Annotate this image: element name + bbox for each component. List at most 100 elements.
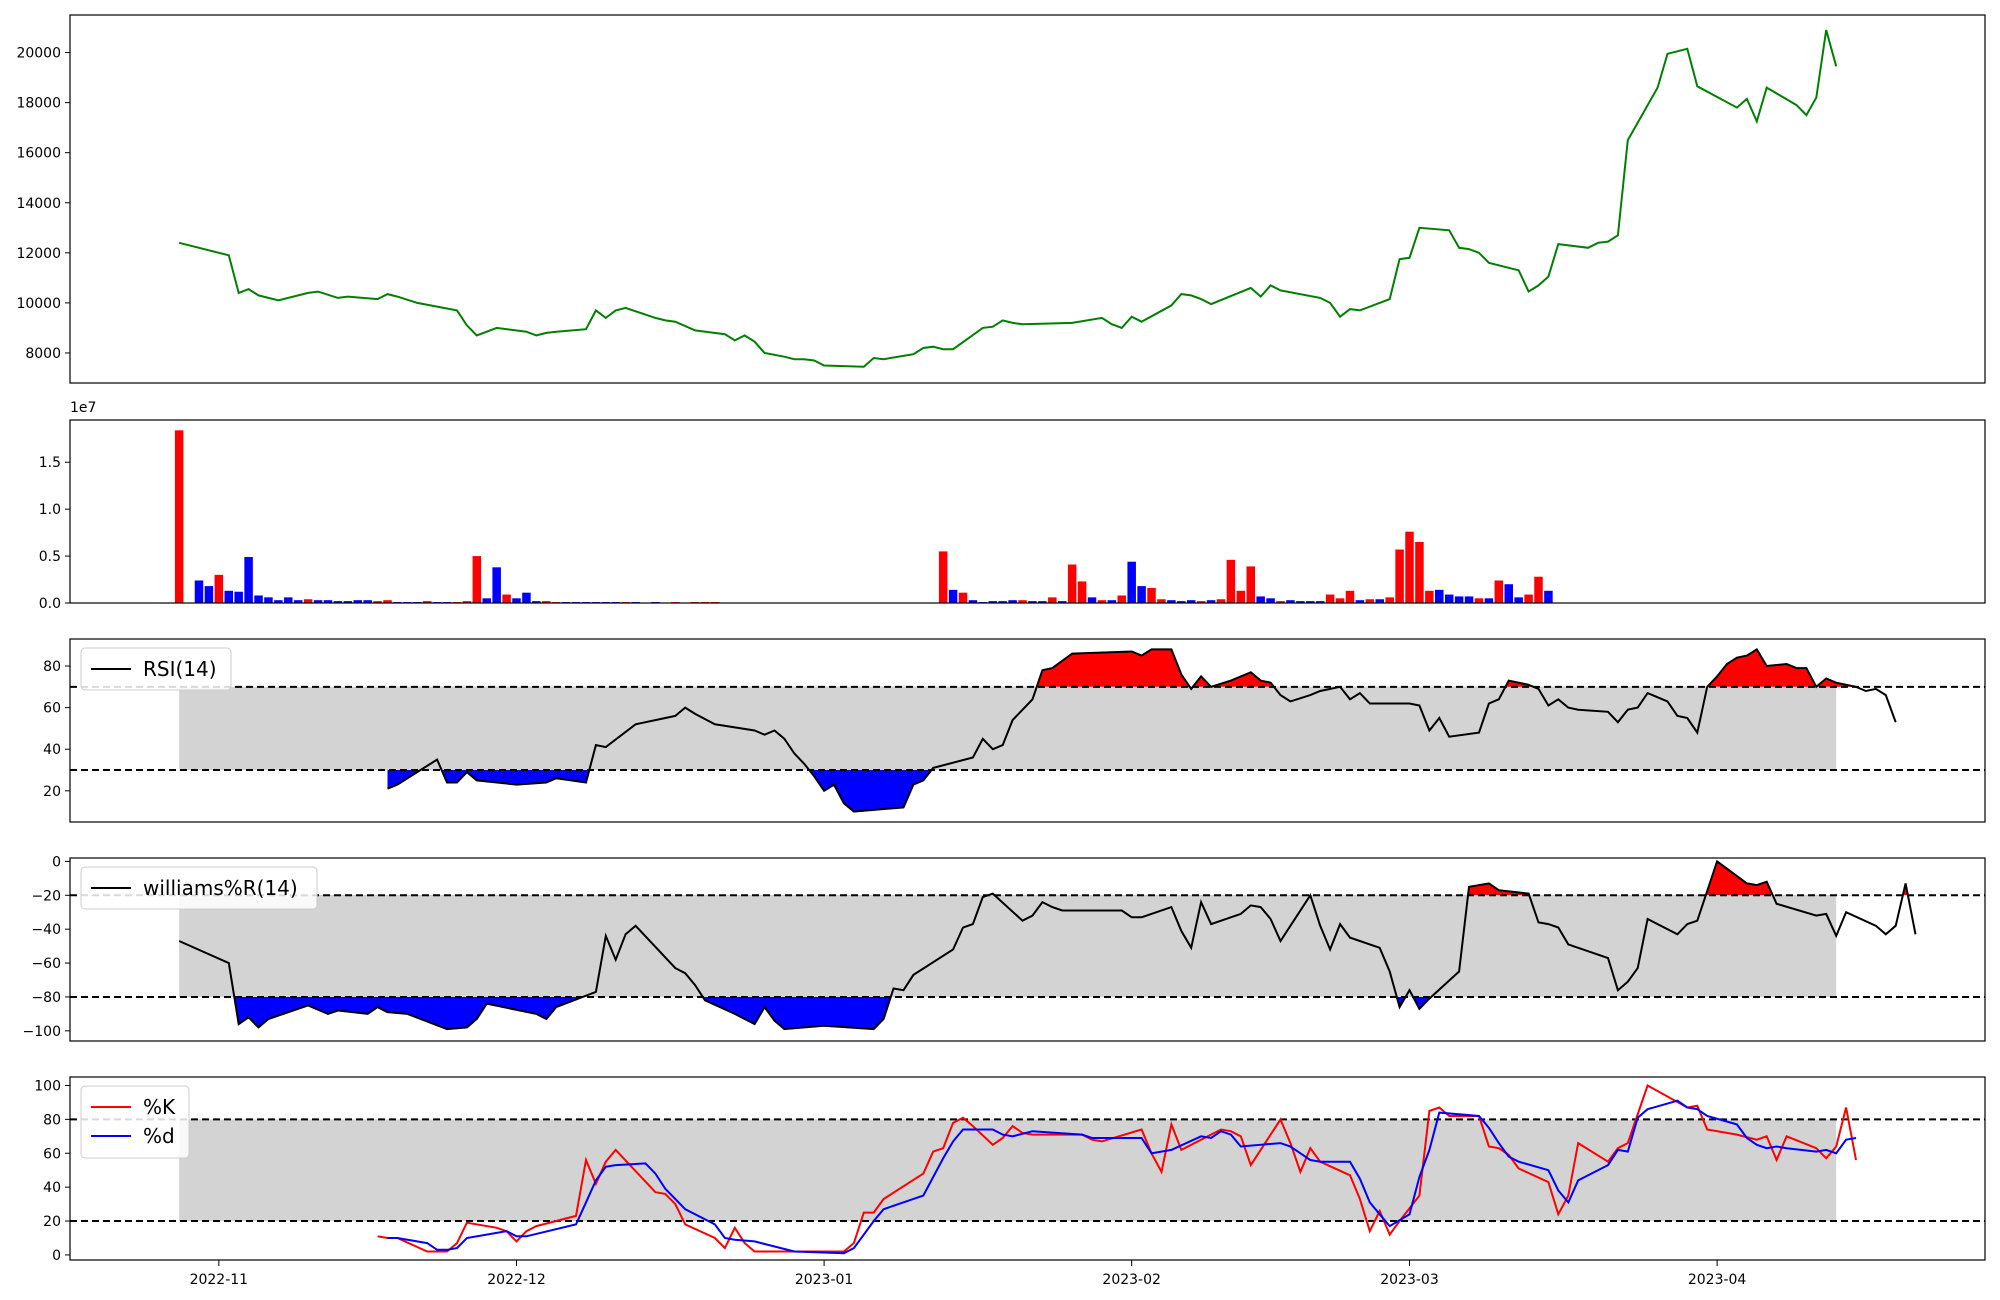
stochastic-panel: 0 20 40 60 80 100 %K %d 2022-11 2022-12 2023-01 202… [34,1076,1986,1288]
stoch-d-line [387,1099,1857,1255]
volume-bar [1335,598,1345,603]
volume-bar [1524,594,1533,603]
volume-bar [284,597,293,603]
volume-bar [462,601,472,603]
volume-bar [1544,590,1553,603]
volume-bar [1087,597,1097,603]
volume-bar [1186,600,1196,603]
volume-bar [333,601,343,603]
volume-bar [1216,599,1226,603]
y-tick-label: 18000 [16,96,61,112]
price-line [178,29,1838,368]
y-tick-label: 1.0 [39,502,61,518]
volume-bar [353,600,362,603]
volume-bar [1375,599,1384,603]
volume-bar [1057,601,1067,603]
y-tick-label: 80 [43,659,61,675]
volume-bar [1097,600,1107,603]
volume-bar [194,580,204,603]
y-tick-label: 1.5 [39,455,61,471]
volume-bar [323,600,333,603]
y-tick-label: −80 [31,990,61,1006]
volume-bar [1177,601,1186,603]
legend-label: williams%R(14) [143,876,298,900]
volume-bar [1355,600,1365,603]
volume-bar [998,601,1007,603]
volume-bar [363,600,372,603]
y-tick-label: 12000 [16,246,61,262]
y-tick-label: 20 [43,784,61,800]
y-tick-label: 16000 [16,146,61,162]
legend-box [80,866,318,910]
volume-bar [1464,596,1474,603]
volume-bar [1117,595,1127,603]
volume-bar [948,589,958,603]
volume-bar [373,601,382,603]
rsi-line [387,648,1897,813]
volume-bar [1246,566,1256,603]
volume-bar [1266,598,1275,603]
y-tick-label: −40 [31,922,61,938]
volume-bar [293,600,303,603]
volume-bar [542,601,551,603]
volume-bar [383,600,392,603]
y-tick-label: 20000 [16,46,61,62]
volume-bar [988,601,998,603]
volume-bar [1444,594,1454,603]
volume-bar [472,556,482,603]
y-tick-label: 100 [34,1078,61,1094]
volume-bar [1425,590,1434,603]
overbought-fill [987,861,1908,896]
oversold-fill [387,770,932,812]
volume-bar [1137,586,1146,603]
williams-panel: −100 −80 −60 −40 −20 0 williams%R(14) [23,854,1986,1042]
y-tick-label: 80 [43,1112,61,1128]
volume-bar [1196,601,1206,603]
volume-bar [1315,601,1325,603]
volume-bar [1147,587,1156,603]
volume-bar [244,557,253,603]
volume-panel: 0.0 0.5 1.0 1.5 1e7 [39,400,1986,612]
volume-bar [532,601,541,603]
volume-bar [482,598,491,603]
y-tick-label: 0.0 [39,596,61,612]
axes-frame [69,419,1986,604]
volume-bar [1514,597,1523,603]
y-tick-label: 14000 [16,196,61,212]
volume-bar [1008,600,1017,603]
legend-label: RSI(14) [143,657,217,681]
volume-bar [1415,542,1424,603]
volume-bar [254,595,263,603]
y-tick-label: 8000 [25,346,61,362]
volume-bar [214,574,224,603]
volume-bar [274,600,283,603]
volume-bar [512,598,521,603]
legend-label: %d [143,1124,175,1148]
neutral-band [179,895,1837,997]
volume-exponent-label: 1e7 [70,400,96,416]
volume-bar [1107,600,1117,603]
volume-bar [958,592,968,603]
volume-bar [1236,590,1246,603]
volume-bar [1167,600,1176,603]
volume-bar [1325,594,1335,603]
volume-bar [1474,598,1484,603]
y-tick-label: 40 [43,1180,61,1196]
volume-bar [1157,599,1166,603]
volume-bar [224,590,234,603]
volume-bar [422,601,432,603]
rsi-panel: 20 40 60 80 RSI(14) [43,638,1986,823]
legend-box [80,1085,190,1159]
volume-bar [1077,581,1087,603]
volume-bar [313,600,323,603]
volume-bar [502,594,511,603]
volume-bar [343,601,353,603]
volume-bar [492,567,501,603]
volume-bar [1504,584,1513,603]
x-tick-label: 2022-12 [487,1272,546,1288]
williams-line [178,859,1917,1031]
x-tick-label: 2023-01 [795,1272,854,1288]
neutral-band [179,686,1837,771]
volume-bar [1206,600,1216,603]
legend-label: %K [143,1095,176,1119]
